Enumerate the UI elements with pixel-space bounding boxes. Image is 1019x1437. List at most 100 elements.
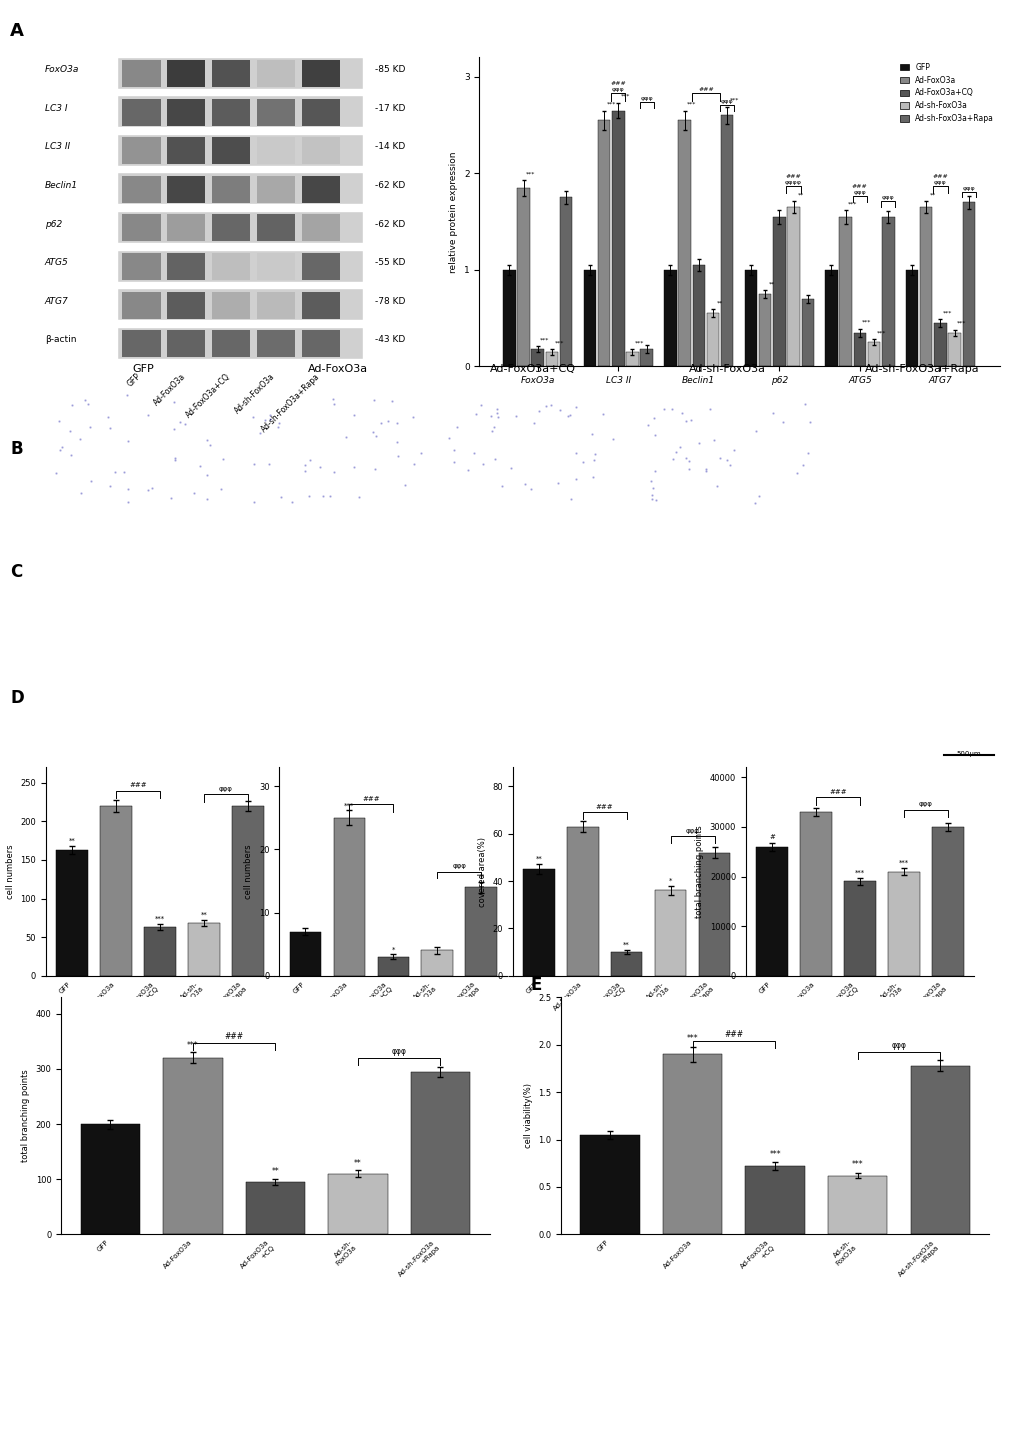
Text: ###: ### — [129, 782, 147, 789]
Bar — [800, 812, 832, 976]
Text: -17 KD: -17 KD — [375, 103, 406, 112]
Bar — [772, 217, 785, 366]
Bar — [844, 881, 875, 976]
Bar — [827, 1175, 887, 1234]
Bar — [118, 96, 363, 126]
Text: -62 KD: -62 KD — [375, 181, 406, 190]
Bar — [377, 957, 409, 976]
Bar — [257, 292, 294, 319]
Text: ###: ### — [595, 805, 612, 810]
Bar — [257, 253, 294, 280]
Text: ***: *** — [729, 98, 739, 103]
Text: -14 KD: -14 KD — [375, 142, 406, 151]
Point — [922, 233, 938, 256]
Text: φφφ: φφφ — [720, 99, 733, 103]
Text: Ad-FoxO3a: Ad-FoxO3a — [152, 372, 187, 407]
Bar — [118, 328, 363, 359]
Bar — [212, 331, 250, 358]
Bar — [597, 121, 609, 366]
Point — [586, 20, 602, 43]
Point — [762, 89, 779, 112]
Bar — [187, 923, 219, 976]
Text: φφφ: φφφ — [219, 786, 232, 792]
Bar — [678, 121, 690, 366]
Point — [698, 319, 714, 342]
Text: ###
φφφ: ### φφφ — [931, 174, 948, 185]
Bar — [824, 270, 837, 366]
Bar — [910, 1066, 969, 1234]
Bar — [580, 1135, 639, 1234]
Text: 500μm: 500μm — [956, 499, 980, 504]
Text: ***: *** — [344, 802, 354, 809]
Bar — [257, 214, 294, 241]
Bar — [257, 60, 294, 88]
Text: ###
φφφ: ### φφφ — [609, 82, 626, 92]
Bar — [167, 331, 205, 358]
Text: -85 KD: -85 KD — [375, 65, 406, 75]
Text: ###: ### — [362, 796, 380, 802]
Bar — [611, 111, 624, 366]
Text: **: ** — [768, 282, 774, 286]
Text: E: E — [530, 976, 541, 994]
Bar — [122, 292, 160, 319]
Bar — [212, 253, 250, 280]
Text: LC3 I: LC3 I — [45, 103, 67, 112]
Text: **: ** — [797, 193, 803, 197]
Text: ###
φφφφ: ### φφφφ — [785, 174, 801, 185]
Bar — [502, 270, 515, 366]
Bar — [545, 352, 557, 366]
Bar — [167, 253, 205, 280]
Bar — [122, 214, 160, 241]
Bar — [167, 175, 205, 203]
Text: ***: *** — [634, 341, 644, 345]
Bar — [163, 1058, 222, 1234]
Bar — [302, 60, 339, 88]
Text: ***: *** — [854, 869, 864, 875]
Text: Ad-sh-FoxO3a: Ad-sh-FoxO3a — [233, 372, 277, 415]
Bar — [167, 214, 205, 241]
Text: ***: *** — [540, 338, 549, 342]
Bar — [931, 826, 963, 976]
Bar — [122, 137, 160, 164]
Text: ###: ### — [828, 789, 846, 795]
Point — [715, 217, 732, 240]
Text: ***: *** — [847, 201, 857, 205]
Bar — [118, 135, 363, 165]
Text: C: C — [10, 563, 22, 581]
Bar — [118, 289, 363, 320]
Bar — [302, 331, 339, 358]
Point — [843, 95, 859, 118]
Bar — [118, 250, 363, 282]
Bar — [663, 270, 676, 366]
Text: β-actin: β-actin — [45, 335, 76, 345]
Text: ###: ### — [723, 1029, 743, 1039]
Bar — [626, 352, 638, 366]
Bar — [246, 1183, 305, 1234]
Bar — [905, 270, 917, 366]
Point — [686, 0, 702, 19]
Text: ***: *** — [553, 341, 564, 345]
Text: ###: ### — [697, 88, 713, 92]
Bar — [212, 175, 250, 203]
Bar — [122, 60, 160, 88]
Bar — [144, 927, 175, 976]
Bar — [302, 137, 339, 164]
Text: *: * — [479, 874, 482, 879]
Bar — [328, 1174, 387, 1234]
Point — [818, 76, 835, 99]
Bar — [421, 950, 452, 976]
Bar — [257, 137, 294, 164]
Bar — [212, 137, 250, 164]
Text: p62: p62 — [45, 220, 62, 228]
Point — [945, 79, 961, 102]
Point — [903, 172, 919, 195]
Text: ATG7: ATG7 — [45, 297, 68, 306]
Text: Ad-FoxO3a+CQ: Ad-FoxO3a+CQ — [184, 372, 232, 420]
Text: ***: *** — [186, 1040, 199, 1049]
Bar — [100, 806, 131, 976]
Bar — [517, 188, 529, 366]
Text: GFP: GFP — [125, 372, 143, 388]
Bar — [531, 349, 543, 366]
Text: φφφ: φφφ — [391, 1046, 407, 1056]
Point — [541, 171, 557, 194]
